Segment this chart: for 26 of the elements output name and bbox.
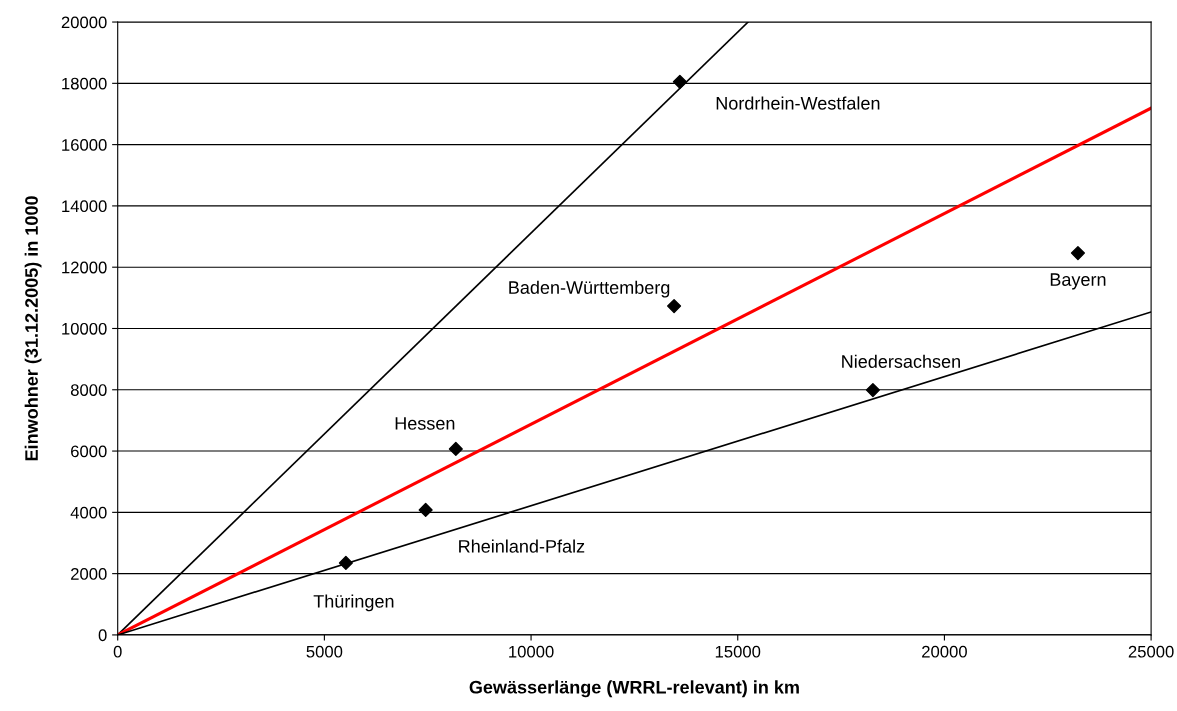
- annotation: Thüringen: [313, 594, 394, 612]
- y-tick-label: 20000: [61, 16, 107, 29]
- annotation: Rheinland-Pfalz: [459, 539, 585, 553]
- y-tick-label: 2000: [71, 568, 107, 580]
- x-tick-label: 25000: [1128, 645, 1174, 658]
- x-axis-title: Gewässerlänge (WRRL-relevant) in km: [469, 680, 799, 698]
- y-tick-label: 16000: [62, 139, 107, 151]
- annotation: Hessen: [395, 417, 455, 430]
- annotation: Nordrhein-Westfalen: [716, 96, 880, 110]
- annotation: Niedersachsen: [842, 354, 960, 368]
- x-tick-label: 15000: [715, 645, 761, 658]
- y-tick-label: 18000: [62, 77, 107, 90]
- y-tick-label: 12000: [62, 261, 107, 274]
- annotation: Bayern: [1050, 273, 1106, 290]
- y-tick-label: 0: [98, 629, 107, 642]
- x-tick-label: 5000: [306, 645, 343, 658]
- y-tick-label: 4000: [70, 506, 107, 519]
- y-tick-label: 6000: [71, 445, 107, 458]
- y-tick-label: 14000: [62, 200, 107, 213]
- y-axis-title: Einwohner (31.12.2005) in 1000: [24, 196, 42, 461]
- x-tick-label: 20000: [922, 645, 967, 658]
- y-tick-label: 8000: [70, 384, 107, 396]
- x-tick-label: 10000: [509, 645, 554, 658]
- annotation: Baden-Württemberg: [509, 280, 670, 298]
- y-tick-label: 10000: [62, 322, 107, 335]
- x-tick-label: 0: [113, 645, 122, 658]
